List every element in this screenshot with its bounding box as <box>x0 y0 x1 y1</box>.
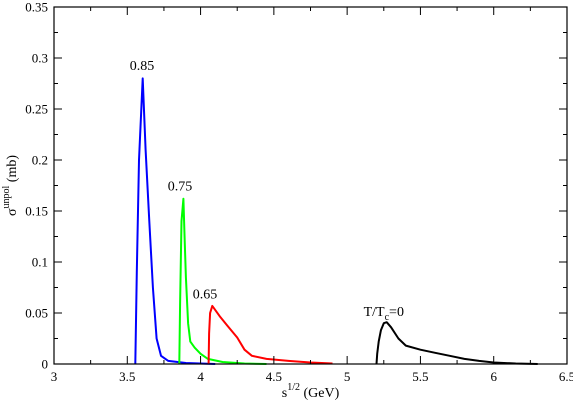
curve-label-rest: =0 <box>389 305 404 320</box>
curve-label: 0.85 <box>130 59 155 74</box>
curve-label: 0.65 <box>193 288 218 303</box>
y-tick-label: 0.1 <box>32 255 48 270</box>
curve-label-sub: c <box>385 312 390 323</box>
x-tick-label: 6.5 <box>559 369 573 384</box>
y-tick-label: 0.35 <box>25 0 48 15</box>
y-axis-title: σunpol (mb) <box>1 155 20 216</box>
x-axis-title-base: s <box>282 386 287 401</box>
x-tick-label: 4.5 <box>266 369 282 384</box>
y-axis-title-sup: unpol <box>1 185 12 208</box>
y-tick-label: 0 <box>42 357 49 372</box>
y-tick-label: 0.3 <box>32 51 48 66</box>
y-tick-label: 0.15 <box>25 204 48 219</box>
x-axis-title-rest: (GeV) <box>300 386 340 401</box>
x-axis-title: s1/2 (GeV) <box>282 382 340 401</box>
series-layer <box>134 77 538 365</box>
x-tick-label: 5 <box>344 369 351 384</box>
x-tick-label: 4 <box>197 369 204 384</box>
series-line <box>375 321 538 365</box>
series-line <box>178 197 267 365</box>
series-line <box>134 77 216 365</box>
plot-frame <box>53 6 568 365</box>
y-tick-label: 0.25 <box>25 102 48 117</box>
x-tick-label: 3 <box>51 369 58 384</box>
ticks-layer: 3 3.5 4 4.5 5 5.5 6 6.5 0 0.05 0.1 0.15 0.2 0.25 0.3 0.… <box>25 0 573 384</box>
x-tick-label: 6 <box>490 369 497 384</box>
x-tick-label: 3.5 <box>119 369 135 384</box>
x-axis-title-sup: 1/2 <box>287 382 300 393</box>
curve-label-base: T/T <box>364 305 385 320</box>
curve-label: 0.75 <box>168 180 193 195</box>
y-axis-title-base: σ <box>5 208 20 216</box>
y-axis-title-rest: (mb) <box>5 155 20 186</box>
annotation-layer: 0.85 0.75 0.65 T/Tc=0 <box>130 59 404 323</box>
y-tick-label: 0.2 <box>32 153 48 168</box>
x-tick-label: 5.5 <box>412 369 428 384</box>
curve-label: T/Tc=0 <box>364 305 404 323</box>
series-line <box>207 304 333 365</box>
y-tick-label: 0.05 <box>25 306 48 321</box>
